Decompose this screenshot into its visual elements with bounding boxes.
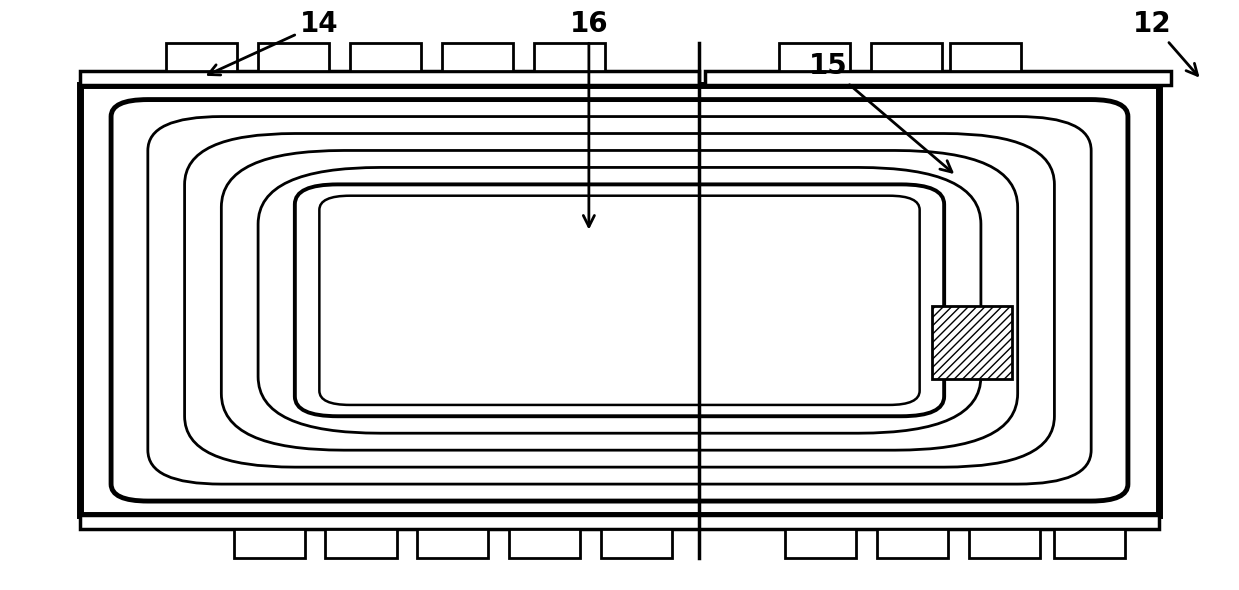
Text: 16: 16	[570, 9, 608, 227]
Bar	[871, 43, 942, 71]
Bar	[326, 529, 396, 558]
Bar	[81, 515, 1158, 529]
Bar	[534, 43, 605, 71]
FancyBboxPatch shape	[258, 168, 981, 433]
Bar	[705, 71, 1171, 86]
Bar	[81, 86, 1158, 515]
Bar	[349, 43, 421, 71]
Bar	[258, 43, 330, 71]
Bar	[779, 43, 850, 71]
Bar	[969, 529, 1040, 558]
Text: 14: 14	[208, 9, 338, 75]
FancyBboxPatch shape	[147, 117, 1092, 484]
Text: 12: 12	[1134, 9, 1198, 76]
Text: 15: 15	[808, 52, 952, 172]
FancyBboxPatch shape	[185, 133, 1054, 467]
Bar	[784, 529, 856, 558]
FancyBboxPatch shape	[112, 100, 1127, 501]
Bar	[932, 306, 1011, 379]
Bar	[877, 529, 948, 558]
FancyBboxPatch shape	[320, 196, 919, 405]
FancyBboxPatch shape	[222, 150, 1017, 450]
Bar	[950, 43, 1021, 71]
Bar	[442, 43, 513, 71]
Bar	[1054, 529, 1125, 558]
Bar	[509, 529, 580, 558]
Bar	[418, 529, 488, 558]
Bar	[601, 529, 673, 558]
FancyBboxPatch shape	[295, 185, 944, 416]
Bar	[166, 43, 237, 71]
Bar	[81, 71, 699, 86]
Bar	[234, 529, 305, 558]
